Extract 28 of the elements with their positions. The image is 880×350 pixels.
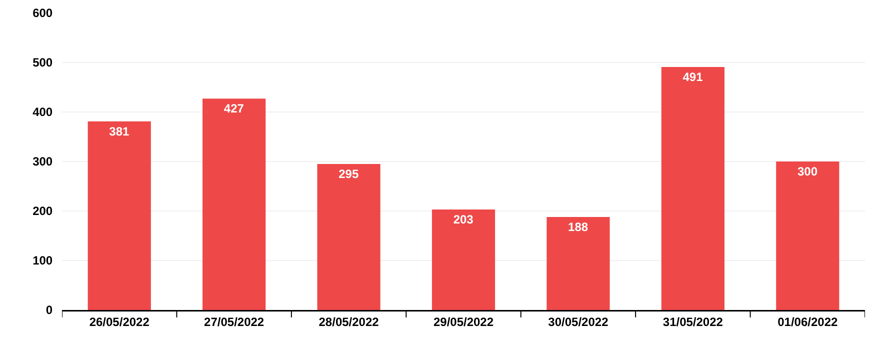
data-label: 295 (338, 166, 359, 181)
x-tick-label: 01/06/2022 (778, 314, 838, 329)
x-tick-label: 29/05/2022 (433, 314, 494, 329)
data-label: 203 (453, 212, 474, 227)
y-tick-label: 100 (32, 254, 53, 268)
x-tick-label: 30/05/2022 (548, 314, 609, 329)
y-tick-label: 300 (32, 154, 53, 169)
data-label: 491 (682, 70, 704, 84)
y-tick-label: 200 (32, 204, 53, 218)
data-label: 427 (224, 102, 244, 116)
y-tick-label: 600 (32, 6, 53, 20)
bar (776, 162, 840, 310)
bar (661, 66, 724, 310)
bar (546, 216, 610, 310)
data-label: 381 (109, 124, 130, 138)
x-tick-label: 31/05/2022 (662, 314, 724, 329)
x-tick-label: 27/05/2022 (204, 314, 264, 329)
data-label: 188 (568, 220, 588, 234)
bar (202, 98, 266, 310)
y-tick-label: 500 (32, 56, 53, 70)
x-tick-label: 26/05/2022 (89, 314, 150, 329)
data-label: 300 (797, 164, 818, 178)
y-tick-label: 0 (46, 303, 53, 318)
bar (432, 210, 496, 310)
x-tick-label: 28/05/2022 (318, 314, 380, 329)
bar (88, 121, 151, 310)
bar (317, 164, 380, 310)
y-tick-label: 400 (32, 105, 53, 120)
